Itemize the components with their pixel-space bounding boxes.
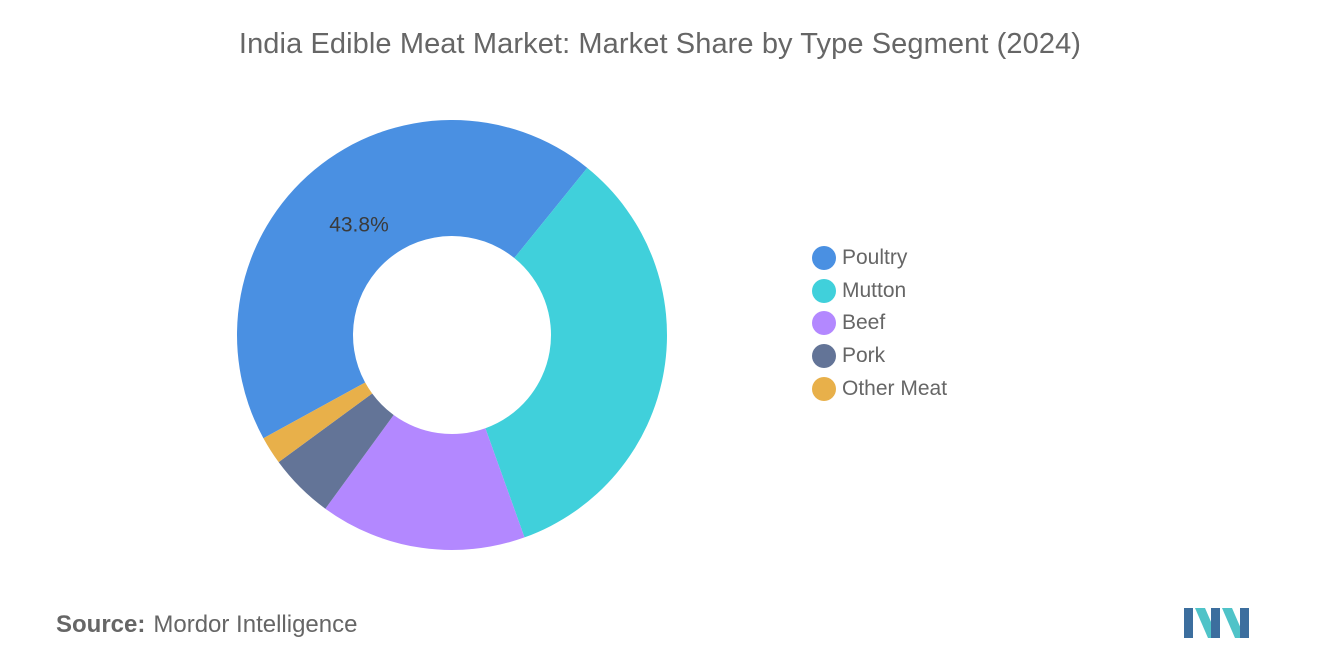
legend-swatch xyxy=(812,344,836,369)
legend-label: Poultry xyxy=(842,246,908,270)
legend-label: Beef xyxy=(842,311,886,335)
legend-item-pork: Pork xyxy=(812,340,947,373)
slice-poultry xyxy=(237,120,588,439)
legend-item-mutton: Mutton xyxy=(812,275,947,308)
legend-label: Other Meat xyxy=(842,376,948,400)
data-labels: 43.8% xyxy=(329,214,389,237)
slice-pork xyxy=(278,393,394,509)
legend-item-beef: Beef xyxy=(812,307,947,340)
legend-swatch xyxy=(812,278,836,303)
slice-beef xyxy=(325,414,525,550)
slice-mutton xyxy=(485,167,667,538)
source-text: Mordor Intelligence xyxy=(153,611,358,638)
chart-title: India Edible Meat Market: Market Share b… xyxy=(238,28,1082,60)
source-note: Source: Mordor Intelligence xyxy=(56,611,357,639)
mordor-intelligence-logo-icon xyxy=(1184,608,1249,638)
legend: Poultry Mutton Beef Pork Other Meat xyxy=(812,242,947,405)
legend-swatch xyxy=(812,246,836,271)
legend-swatch xyxy=(812,376,836,401)
legend-label: Pork xyxy=(842,344,886,368)
legend-label: Mutton xyxy=(842,278,907,302)
legend-item-other-meat: Other Meat xyxy=(812,372,947,405)
donut-slices xyxy=(237,120,667,550)
legend-swatch xyxy=(812,311,836,336)
source-label: Source: xyxy=(56,611,146,638)
slice-other-meat xyxy=(263,382,373,463)
data-label-poultry: 43.8% xyxy=(329,214,389,237)
legend-item-poultry: Poultry xyxy=(812,242,947,275)
